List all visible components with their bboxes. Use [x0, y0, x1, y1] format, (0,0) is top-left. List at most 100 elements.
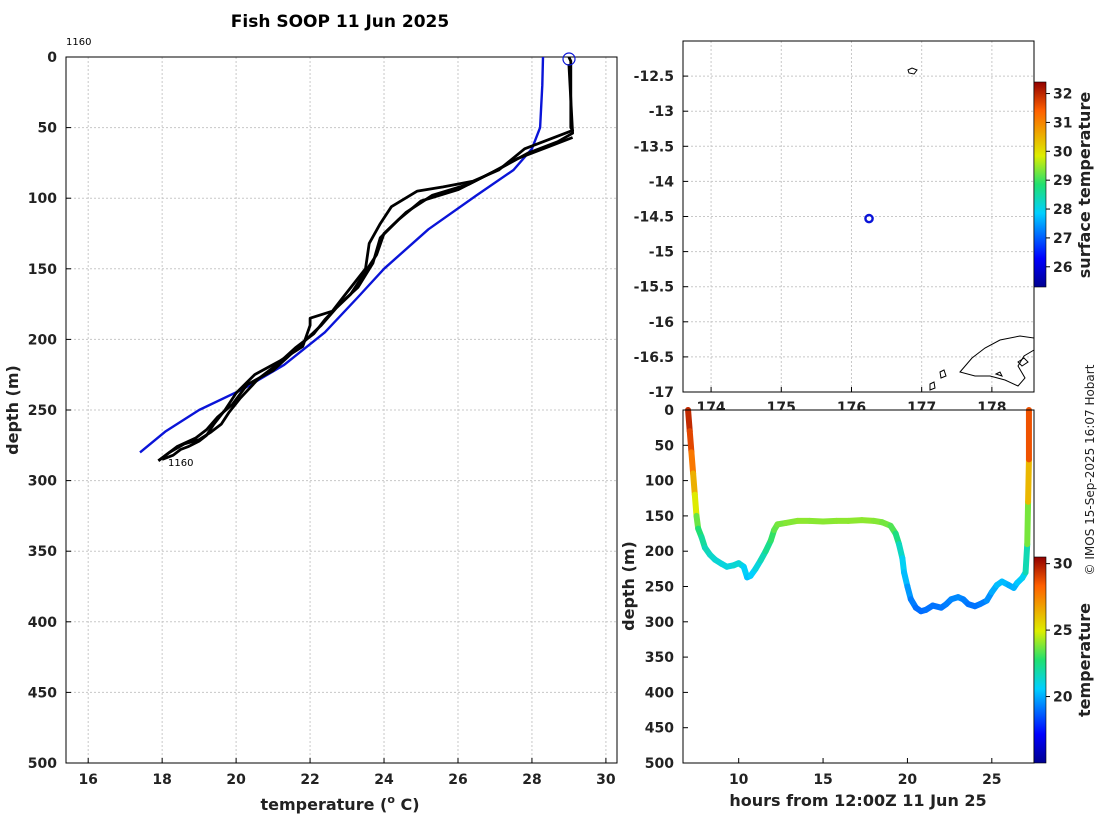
profile-y-tick-label: 200	[28, 332, 57, 348]
map-y-tick-label: -13.5	[634, 139, 674, 155]
map-colorbar-tick-label: 32	[1053, 87, 1072, 103]
map-colorbar-tick-label: 31	[1053, 115, 1072, 131]
profile-y-tick-label: 500	[28, 756, 57, 772]
islet-d	[994, 371, 1003, 377]
section-x-tick-label: 25	[982, 772, 1001, 788]
section-y-tick-label: 500	[645, 756, 674, 772]
island-southeast	[959, 335, 1035, 387]
section-track-segment	[1024, 498, 1032, 548]
surface-position-marker	[562, 52, 576, 66]
credit-text: © IMOS 15-Sep-2025 16:07 Hobart	[1083, 364, 1097, 575]
profile-x-tick-label: 20	[226, 772, 246, 788]
profile-x-tick-label: 16	[78, 772, 97, 788]
section-y-tick-label: 50	[655, 438, 675, 454]
profile-y-tick-label: 50	[38, 121, 58, 137]
section-y-tick-label: 100	[645, 474, 674, 490]
profile-y-tick-label: 250	[28, 403, 57, 419]
islet-c	[929, 381, 936, 391]
section-y-tick-label: 150	[645, 509, 674, 525]
map-colorbar-label: surface temperature	[1075, 92, 1094, 279]
profile-annotation-top: 1160	[66, 37, 91, 48]
map-y-tick-label: -14.5	[634, 210, 674, 226]
profile-x-axis-label: temperature (o C)	[260, 793, 419, 814]
profile-y-axis-label: depth (m)	[3, 365, 22, 455]
section-x-tick-label: 20	[898, 772, 918, 788]
profile-y-tick-label: 100	[28, 191, 57, 207]
profile-x-tick-label: 26	[448, 772, 467, 788]
map-y-tick-label: -15	[649, 245, 674, 261]
map-y-tick-label: -14	[649, 174, 675, 190]
section-colorbar	[1033, 556, 1047, 764]
map-ticks: 174 175 176 177 178-12.5-13-13.5-14-14.5-15-…	[634, 69, 1007, 416]
section-y-tick-label: 350	[645, 650, 674, 666]
section-track-segment	[688, 449, 697, 477]
profile-y-tick-label: 150	[28, 262, 57, 278]
map-colorbar-tick-label: 29	[1053, 173, 1072, 189]
profile-y-tick-label: 350	[28, 544, 57, 560]
map-y-tick-label: -12.5	[634, 69, 674, 85]
section-y-tick-label: 300	[645, 615, 674, 631]
profile-grid	[66, 56, 617, 764]
figure-title: Fish SOOP 11 Jun 2025	[231, 12, 449, 32]
section-track-segment	[686, 428, 695, 456]
map-colorbar-ticks: 26 27 28 29 30 31 32	[1046, 87, 1073, 276]
section-track-segment	[685, 407, 693, 435]
profile-x-tick-label: 28	[522, 772, 541, 788]
section-track	[685, 407, 1032, 615]
island-north	[907, 67, 918, 75]
map-points	[864, 213, 874, 224]
profile-annotation-bottom: 1160	[168, 458, 193, 469]
map-y-tick-label: -16.5	[634, 350, 674, 366]
section-x-tick-label: 10	[729, 772, 749, 788]
map-y-tick-label: -17	[649, 385, 674, 401]
profile-panel: 16 18 20 22 24 26 28 30050100150200250300350400…	[3, 37, 618, 814]
section-colorbar-tick-label: 20	[1053, 690, 1073, 706]
section-background	[683, 410, 1034, 763]
profile-lines	[139, 56, 574, 462]
map-colorbar-tick-label: 30	[1053, 144, 1073, 160]
map-colorbar-tick-label: 28	[1053, 202, 1072, 218]
section-y-tick-label: 400	[645, 685, 674, 701]
map-y-tick-label: -13	[649, 104, 674, 120]
profile-y-tick-label: 400	[28, 615, 57, 631]
section-colorbar-tick-label: 25	[1053, 623, 1072, 639]
map-y-tick-label: -15.5	[634, 280, 674, 296]
map-grid	[683, 41, 1034, 393]
profile-y-tick-label: 0	[47, 50, 57, 66]
profile-y-tick-label: 450	[28, 685, 57, 701]
profile-x-tick-label: 18	[152, 772, 171, 788]
profile-x-tick-label: 22	[300, 772, 319, 788]
map-colorbar-tick-label: 27	[1053, 231, 1072, 247]
profile-ticks: 16 18 20 22 24 26 28 30050100150200250300350400…	[28, 50, 616, 788]
section-x-tick-label: 15	[813, 772, 832, 788]
section-track-segment	[1022, 541, 1031, 576]
map-colorbar	[1033, 81, 1047, 288]
section-y-axis-label: depth (m)	[619, 541, 638, 631]
map-coastlines	[907, 67, 1035, 391]
section-track-segment	[1025, 456, 1032, 505]
section-colorbar-label: temperature	[1075, 603, 1094, 717]
islet-b	[939, 369, 947, 379]
profile-x-tick-label: 24	[374, 772, 394, 788]
map-panel: 174 175 176 177 178-12.5-13-13.5-14-14.5-15-…	[634, 40, 1094, 416]
profile-series-climatology	[139, 56, 545, 454]
profile-x-tick-label: 30	[596, 772, 616, 788]
section-y-tick-label: 250	[645, 580, 674, 596]
section-y-tick-label: 0	[664, 403, 674, 419]
profile-y-tick-label: 300	[28, 474, 57, 490]
section-y-tick-label: 450	[645, 721, 674, 737]
section-track-segment	[691, 491, 700, 519]
islet-a	[1017, 357, 1029, 367]
map-y-tick-label: -16	[649, 315, 674, 331]
section-colorbar-tick-label: 30	[1053, 557, 1073, 573]
section-colorbar-ticks: 20 25 30	[1046, 557, 1073, 706]
profile-series-profile-3	[157, 136, 574, 462]
section-x-axis-label: hours from 12:00Z 11 Jun 25	[729, 791, 986, 810]
section-y-tick-label: 200	[645, 544, 674, 560]
map-colorbar-tick-label: 26	[1053, 260, 1072, 276]
section-track-segment	[690, 470, 698, 498]
map-ship-position	[864, 213, 874, 224]
